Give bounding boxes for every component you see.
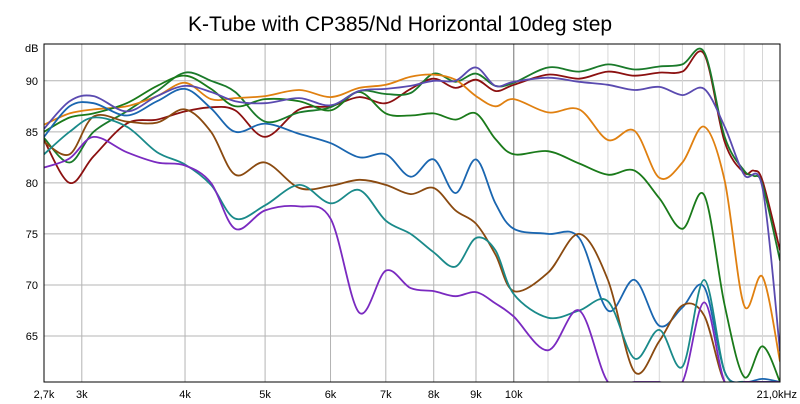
series-line-4	[44, 66, 780, 352]
y-tick-label-2: 75	[26, 229, 38, 241]
y-tick-label-4: 85	[26, 127, 38, 139]
x-tick-label-8: 10k	[505, 389, 523, 401]
chart-title: K-Tube with CP385/Nd Horizontal 10deg st…	[188, 13, 612, 36]
x-tick-label-4: 6k	[325, 389, 337, 401]
series-line-2	[44, 73, 780, 362]
x-tick-label-3: 5k	[259, 389, 271, 401]
x-tick-label-1: 3k	[76, 389, 88, 401]
series-line-5	[44, 87, 780, 382]
y-tick-label-3: 80	[26, 178, 38, 190]
series-line-7	[44, 116, 780, 382]
x-tick-label-0: 2,7k	[34, 389, 55, 401]
y-tick-label-5: 90	[26, 76, 38, 88]
y-tick-label-1: 70	[26, 280, 38, 292]
plot-area	[44, 44, 780, 382]
x-tick-label-2: 4k	[179, 389, 191, 401]
x-tick-label-7: 9k	[470, 389, 482, 401]
tick-labels: 65 70 75 80 85 90 2,7k 3k 4k 5k 6k 7k 8k 9k 10k 21,0kHz	[26, 76, 797, 401]
y-tick-label-0: 65	[26, 331, 38, 343]
x-tick-label-9: 21,0kHz	[757, 389, 797, 401]
x-tick-label-5: 7k	[380, 389, 392, 401]
series-group	[44, 47, 780, 382]
series-line-8	[44, 135, 780, 382]
y-axis-unit: dB	[25, 43, 38, 55]
x-tick-label-6: 8k	[428, 389, 440, 401]
series-line-3	[44, 74, 780, 382]
series-line-1	[44, 47, 780, 261]
plot-frame	[43, 43, 781, 383]
series-line-6	[44, 108, 780, 382]
